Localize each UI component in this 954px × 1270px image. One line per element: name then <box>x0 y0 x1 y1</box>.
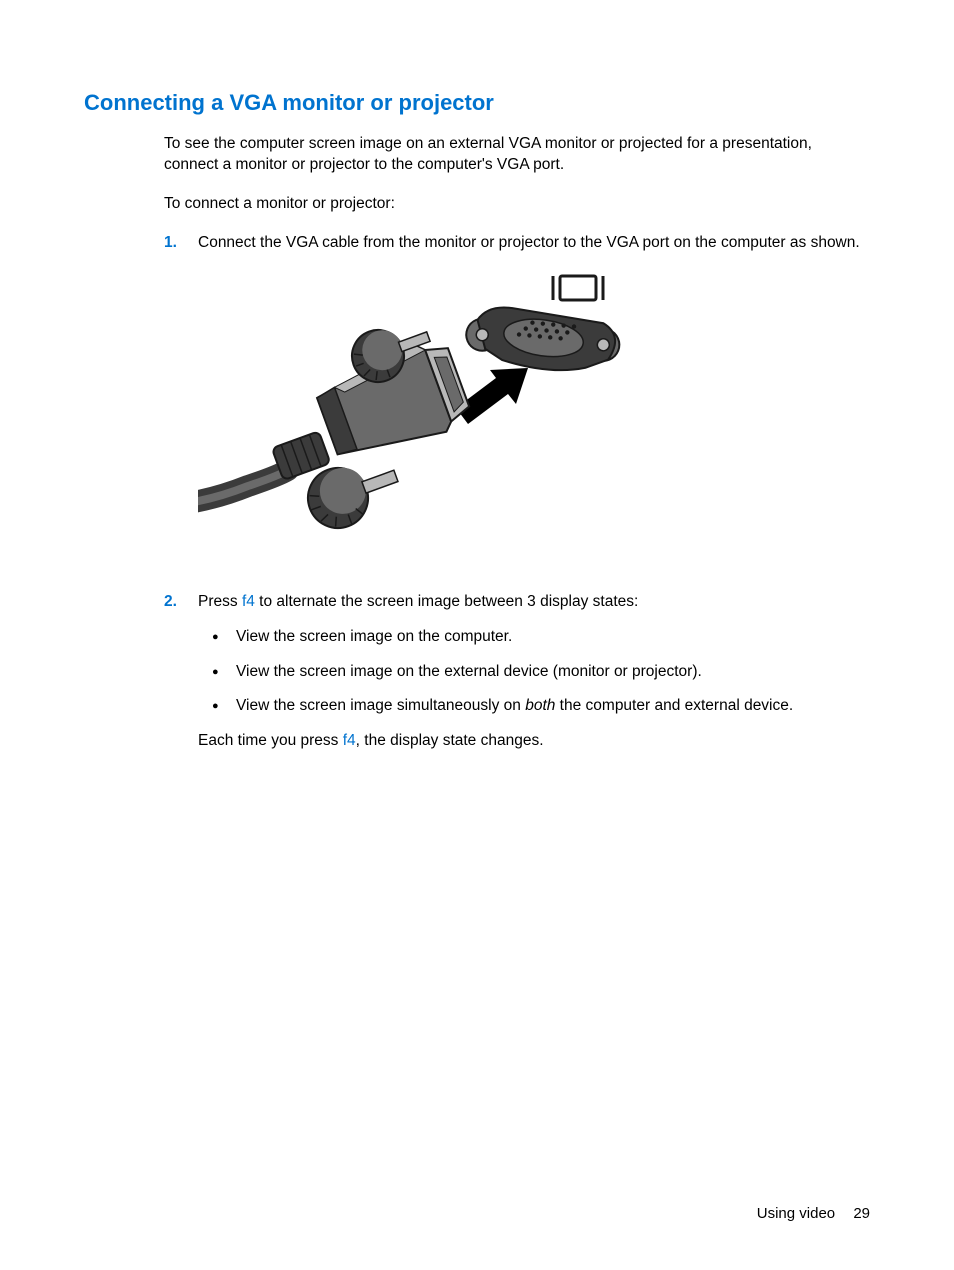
closing-post: , the display state changes. <box>356 732 544 749</box>
footer-section: Using video <box>757 1205 835 1222</box>
lead-in-paragraph: To connect a monitor or projector: <box>164 194 870 215</box>
bullet-1-text: View the screen image on the computer. <box>236 627 870 648</box>
step-2: 2. Press f4 to alternate the screen imag… <box>164 592 870 767</box>
f4-key-ref: f4 <box>242 593 255 610</box>
vga-port-icon <box>461 276 625 398</box>
section-heading: Connecting a VGA monitor or projector <box>84 90 870 116</box>
arrow-icon <box>456 368 528 424</box>
bullet-icon: ● <box>212 627 236 648</box>
step-2-text-pre: Press <box>198 593 242 610</box>
bullet-3-text: View the screen image simultaneously on … <box>236 696 870 717</box>
step-2-text-post: to alternate the screen image between 3 … <box>255 593 638 610</box>
intro-paragraph: To see the computer screen image on an e… <box>164 134 870 176</box>
list-item: ● View the screen image on the computer. <box>212 627 870 648</box>
vga-cable-connector-icon <box>198 313 475 536</box>
step-marker: 2. <box>164 592 198 767</box>
step-1: 1. Connect the VGA cable from the monito… <box>164 233 870 578</box>
bullet-2-text: View the screen image on the external de… <box>236 662 870 683</box>
bullet-icon: ● <box>212 662 236 683</box>
list-item: ● View the screen image on the external … <box>212 662 870 683</box>
bullet-3-pre: View the screen image simultaneously on <box>236 697 525 714</box>
page-footer: Using video 29 <box>757 1205 870 1222</box>
vga-connection-figure <box>198 268 648 558</box>
step-1-text: Connect the VGA cable from the monitor o… <box>198 233 870 254</box>
step-2-text: Press f4 to alternate the screen image b… <box>198 592 870 613</box>
step-2-closing: Each time you press f4, the display stat… <box>198 731 870 752</box>
footer-page-number: 29 <box>853 1205 870 1222</box>
steps-list: 1. Connect the VGA cable from the monito… <box>164 233 870 767</box>
list-item: ● View the screen image simultaneously o… <box>212 696 870 717</box>
bullet-icon: ● <box>212 696 236 717</box>
bullet-3-em: both <box>525 697 555 714</box>
bullet-3-post: the computer and external device. <box>555 697 793 714</box>
closing-pre: Each time you press <box>198 732 343 749</box>
display-states-list: ● View the screen image on the computer.… <box>212 627 870 718</box>
f4-key-ref: f4 <box>343 732 356 749</box>
step-marker: 1. <box>164 233 198 578</box>
monitor-port-icon <box>553 276 603 300</box>
